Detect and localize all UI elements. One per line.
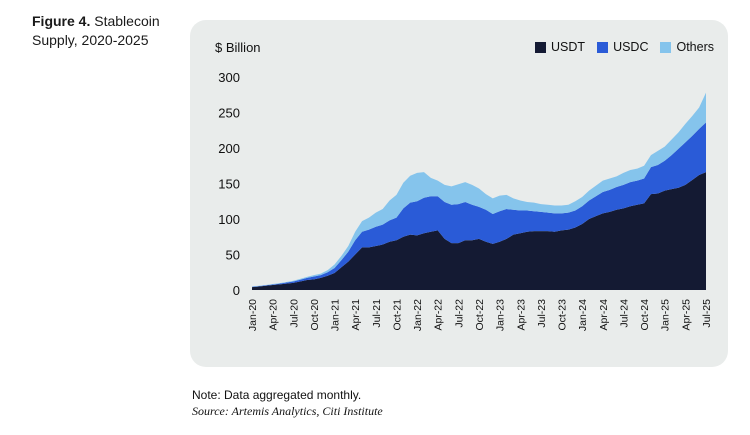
legend-swatch-usdt bbox=[535, 41, 547, 53]
x-tick-label: Oct-23 bbox=[557, 299, 569, 331]
x-tick-label: Apr-20 bbox=[268, 299, 280, 331]
y-tick-label: 100 bbox=[218, 212, 240, 227]
legend-label-others: Others bbox=[676, 40, 714, 54]
x-tick-label: Oct-20 bbox=[309, 299, 321, 331]
legend: USDT USDC Others bbox=[535, 40, 714, 54]
y-tick-label: 300 bbox=[218, 70, 240, 85]
area-series-others bbox=[252, 92, 706, 287]
legend-item-usdt: USDT bbox=[535, 40, 585, 54]
legend-label-usdt: USDT bbox=[551, 40, 586, 54]
x-tick-label: Jan-24 bbox=[577, 299, 589, 331]
area-series-usdt bbox=[252, 172, 706, 290]
x-tick-label: Apr-22 bbox=[433, 299, 445, 331]
y-tick-label: 250 bbox=[218, 106, 240, 121]
x-tick-label: Jul-22 bbox=[453, 299, 465, 328]
x-tick-label: Jul-21 bbox=[371, 299, 383, 328]
x-tick-label: Jan-20 bbox=[247, 299, 259, 331]
figure-number: Figure 4. bbox=[32, 13, 91, 29]
legend-item-usdc: USDC bbox=[597, 40, 648, 54]
y-tick-label: 0 bbox=[233, 283, 240, 298]
legend-swatch-others bbox=[660, 41, 672, 53]
x-tick-label: Apr-23 bbox=[515, 299, 527, 331]
x-tick-label: Jan-21 bbox=[330, 299, 342, 331]
y-tick-label: 200 bbox=[218, 141, 240, 156]
legend-item-others: Others bbox=[660, 40, 714, 54]
x-tick-label: Apr-24 bbox=[598, 299, 610, 331]
x-tick-label: Jan-23 bbox=[495, 299, 507, 331]
footer-source: Source: Artemis Analytics, Citi Institut… bbox=[192, 404, 383, 418]
y-tick-label: 50 bbox=[226, 248, 240, 263]
legend-swatch-usdc bbox=[597, 41, 609, 53]
area-series-usdc bbox=[252, 122, 706, 288]
x-tick-label: Jul-23 bbox=[536, 299, 548, 328]
x-tick-label: Apr-25 bbox=[680, 299, 692, 331]
x-tick-label: Jan-22 bbox=[412, 299, 424, 331]
x-tick-label: Jan-25 bbox=[660, 299, 672, 331]
y-tick-label: 150 bbox=[218, 177, 240, 192]
figure-title: Figure 4. Stablecoin Supply, 2020-2025 bbox=[32, 12, 192, 50]
x-tick-label: Jul-20 bbox=[288, 299, 300, 328]
x-tick-label: Oct-21 bbox=[391, 299, 403, 331]
x-tick-label: Jul-24 bbox=[618, 299, 630, 328]
x-tick-label: Apr-21 bbox=[350, 299, 362, 331]
x-tick-label: Oct-22 bbox=[474, 299, 486, 331]
x-tick-label: Oct-24 bbox=[639, 299, 651, 331]
legend-label-usdc: USDC bbox=[613, 40, 649, 54]
x-tick-label: Jul-25 bbox=[701, 299, 713, 328]
footer-note: Note: Data aggregated monthly. bbox=[192, 388, 362, 402]
figure-title-text: Stablecoin Supply, 2020-2025 bbox=[32, 13, 160, 48]
y-unit-label: $ Billion bbox=[215, 40, 261, 55]
